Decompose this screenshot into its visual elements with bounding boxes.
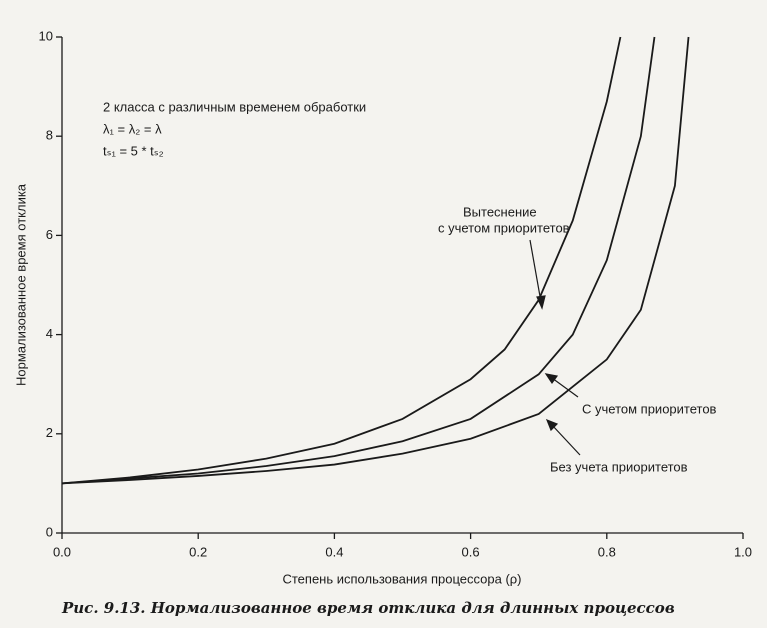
y-tick-label: 10 — [39, 28, 53, 43]
y-tick-label: 0 — [46, 524, 53, 539]
line-series — [61, 36, 690, 485]
arrow — [529, 239, 542, 303]
annotation: λ₁ = λ₂ = λ — [103, 121, 162, 136]
line-series — [61, 36, 622, 485]
x-tick-label: 0.8 — [598, 544, 616, 559]
annotation: Вытеснение — [463, 204, 537, 219]
caption: Рис. 9.13. Нормализованное время отклика… — [61, 599, 675, 617]
annotation: 2 класса с различным временем обработки — [103, 99, 366, 114]
arrow-head — [545, 418, 559, 432]
line-series — [61, 36, 656, 485]
annotation: tₛ₁ = 5 * tₛ₂ — [103, 143, 164, 158]
y-tick-label: 2 — [46, 425, 53, 440]
arrow-head — [544, 373, 559, 385]
y-tick-label: 6 — [46, 227, 53, 242]
arrow — [551, 377, 579, 398]
annotation: С учетом приоритетов — [582, 401, 717, 416]
x-tick-label: 0.2 — [189, 544, 207, 559]
x-tick-label: 0.0 — [53, 544, 71, 559]
arrows — [529, 239, 581, 456]
annotation: Без учета приоритетов — [550, 459, 688, 474]
y-tick-label: 8 — [46, 128, 53, 143]
arrow — [551, 424, 581, 456]
x-tick-label: 0.6 — [462, 544, 480, 559]
x-axis-label: Степень использования процессора (ρ) — [282, 571, 521, 586]
x-tick-label: 1.0 — [734, 544, 752, 559]
x-tick-label: 0.4 — [325, 544, 343, 559]
y-axis-label: Нормализованное время отклика — [13, 183, 28, 386]
annotation: с учетом приоритетов — [438, 220, 570, 235]
y-tick-label: 4 — [46, 326, 53, 341]
